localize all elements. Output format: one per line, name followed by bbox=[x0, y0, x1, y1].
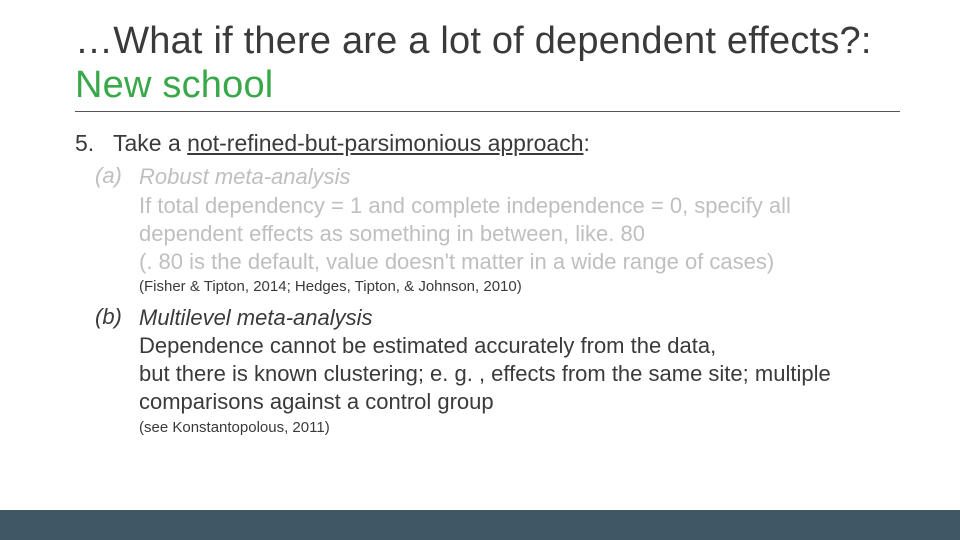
slide: …What if there are a lot of dependent ef… bbox=[0, 0, 960, 540]
subitem-b-line2: but there is known clustering; e. g. , e… bbox=[139, 361, 831, 414]
subitem-b-marker: (b) bbox=[95, 304, 139, 417]
subitem-a-subtitle: Robust meta-analysis bbox=[139, 163, 900, 191]
slide-title: …What if there are a lot of dependent ef… bbox=[75, 20, 900, 107]
subitem-a: (a) Robust meta-analysis If total depend… bbox=[95, 163, 900, 276]
list-number: 5. bbox=[75, 130, 113, 157]
subitem-a-marker: (a) bbox=[95, 163, 139, 276]
list-text: Take a not-refined-but-parsimonious appr… bbox=[113, 130, 590, 157]
title-prefix: …What if there are a lot of dependent ef… bbox=[75, 20, 872, 62]
subitem-b: (b) Multilevel meta-analysis Dependence … bbox=[95, 304, 900, 417]
subitem-a-citation: (Fisher & Tipton, 2014; Hedges, Tipton, … bbox=[139, 278, 900, 296]
subitem-a-line1: If total dependency = 1 and complete ind… bbox=[139, 193, 791, 246]
bottom-bar bbox=[0, 510, 960, 540]
subitem-b-subtitle: Multilevel meta-analysis bbox=[139, 304, 900, 332]
list-text-underlined: not-refined-but-parsimonious approach bbox=[187, 130, 583, 156]
list-text-lead: Take a bbox=[113, 130, 187, 156]
title-container: …What if there are a lot of dependent ef… bbox=[75, 20, 900, 112]
subitem-b-line1: Dependence cannot be estimated accuratel… bbox=[139, 333, 716, 358]
list-text-tail: : bbox=[584, 130, 590, 156]
title-accent: New school bbox=[75, 64, 273, 106]
subitem-a-line2: (. 80 is the default, value doesn't matt… bbox=[139, 249, 774, 274]
subitem-a-body: Robust meta-analysis If total dependency… bbox=[139, 163, 900, 276]
subitem-b-citation: (see Konstantopolous, 2011) bbox=[139, 419, 900, 437]
subitem-b-body: Multilevel meta-analysis Dependence cann… bbox=[139, 304, 900, 417]
list-item-5: 5. Take a not-refined-but-parsimonious a… bbox=[75, 130, 900, 157]
